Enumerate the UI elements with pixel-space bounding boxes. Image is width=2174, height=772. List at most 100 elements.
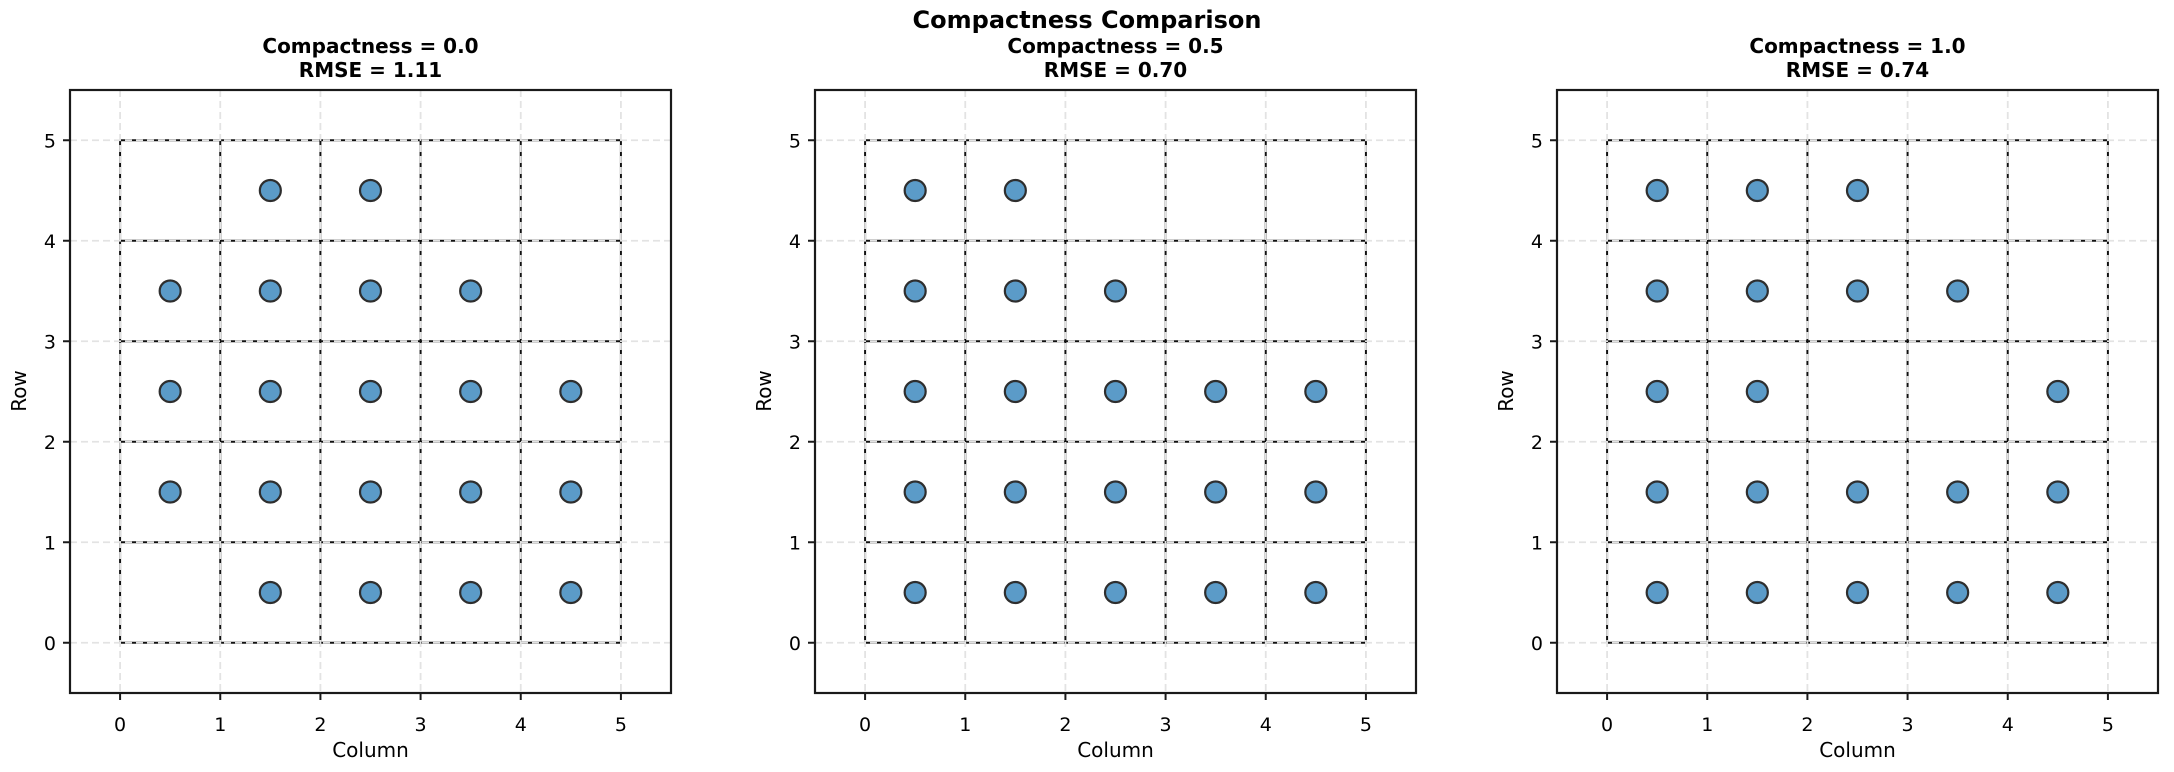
x-tick-label: 4 [515,714,527,736]
x-tick-label: 4 [2002,714,2014,736]
data-point [1946,580,1970,605]
data-point [1003,178,1027,203]
tick-labels: 0 1 2 3 4 5 0 1 2 3 4 5 [789,130,1372,736]
y-tick-label: 1 [1531,532,1543,554]
data-point [1845,480,1870,504]
cell-grid [1606,139,2109,644]
subplot-title-rmse: RMSE = 0.70 [1043,58,1188,82]
data-point [559,379,583,404]
y-tick-label: 0 [1531,633,1543,655]
data-point [459,379,483,404]
y-tick-label: 2 [789,432,801,454]
data-point [559,480,583,504]
data-point [1745,379,1769,404]
y-tick-label: 3 [44,331,56,353]
data-point [1645,178,1669,203]
data-point [559,580,583,605]
data-point [459,279,483,303]
data-point [2046,580,2070,605]
scatter-plot-axes: 0 1 2 3 4 5 0 1 2 3 4 5 [1531,88,2160,736]
data-point [158,480,182,504]
y-tick-label: 5 [789,130,801,152]
x-tick-label: 1 [1701,714,1713,736]
axes-spines [68,88,673,695]
y-tick-label: 5 [44,130,56,152]
data-point [903,279,927,303]
data-point [1204,480,1228,504]
x-tick-label: 0 [1601,714,1613,736]
subplot-title-compactness: Compactness = 0.0 [262,34,479,58]
axes-spines [1555,88,2160,695]
scatter-plot-axes: 0 1 2 3 4 5 0 1 2 3 4 5 [789,88,1418,736]
data-point [158,379,182,404]
data-point [358,379,383,404]
data-point [1204,580,1228,605]
x-tick-label: 5 [2102,714,2114,736]
data-point [1103,379,1128,404]
y-tick-label: 0 [44,633,56,655]
data-point [1745,480,1769,504]
data-point [1003,480,1027,504]
data-point [1946,279,1970,303]
scatter-points [1645,178,2070,605]
data-point [1745,279,1769,303]
subplot-title-rmse: RMSE = 1.11 [298,58,443,82]
y-tick-label: 5 [1531,130,1543,152]
x-tick-label: 2 [1801,714,1813,736]
data-point [1003,279,1027,303]
subplot-title-compactness: Compactness = 1.0 [1749,34,1966,58]
data-point [258,580,282,605]
data-point [1103,480,1128,504]
x-tick-label: 0 [859,714,871,736]
data-point [1745,580,1769,605]
subplot-title: Compactness = 1.0 RMSE = 0.74 [1557,34,2158,82]
x-axis-label: Column [1077,738,1154,762]
tick-marks [63,139,622,700]
data-point [358,580,383,605]
x-tick-label: 1 [959,714,971,736]
dashed-gridlines [815,90,1416,693]
tick-labels: 0 1 2 3 4 5 0 1 2 3 4 5 [1531,130,2114,736]
scatter-plot-axes: 0 1 2 3 4 5 0 1 2 3 4 5 [44,88,673,736]
data-point [1304,480,1328,504]
data-point [1845,580,1870,605]
data-point [1003,379,1027,404]
tick-marks [808,139,1367,700]
data-point [258,178,282,203]
y-tick-label: 2 [1531,432,1543,454]
data-point [1645,379,1669,404]
x-tick-label: 3 [415,714,427,736]
x-tick-label: 0 [114,714,126,736]
data-point [1645,580,1669,605]
x-tick-label: 2 [314,714,326,736]
subplot-compactness-0.5: Compactness = 0.5 RMSE = 0.70 0 1 2 3 4 5 0 1 2 3… [745,0,1432,772]
y-axis-label: Row [7,370,31,412]
scatter-points [903,178,1328,605]
data-point [258,379,282,404]
data-point [1845,178,1870,203]
data-point [1204,379,1228,404]
subplot-title-compactness: Compactness = 0.5 [1007,34,1224,58]
y-tick-label: 0 [789,633,801,655]
data-point [358,480,383,504]
axes-spines [813,88,1418,695]
x-tick-label: 5 [1360,714,1372,736]
y-axis-label: Row [752,370,776,412]
data-point [2046,480,2070,504]
dashed-gridlines [1557,90,2158,693]
x-axis-label: Column [1819,738,1896,762]
subplot-compactness-0.0: Compactness = 0.0 RMSE = 1.11 0 1 2 3 4 5 0 1 2 3… [0,0,687,772]
x-tick-label: 3 [1902,714,1914,736]
data-point [459,480,483,504]
y-tick-label: 1 [789,532,801,554]
data-point [258,279,282,303]
y-tick-label: 3 [789,331,801,353]
data-point [2046,379,2070,404]
y-axis-label: Row [1494,370,1518,412]
x-tick-label: 2 [1059,714,1071,736]
data-point [903,379,927,404]
data-point [1845,279,1870,303]
data-point [358,178,383,203]
figure-title: Compactness Comparison [912,6,1262,34]
